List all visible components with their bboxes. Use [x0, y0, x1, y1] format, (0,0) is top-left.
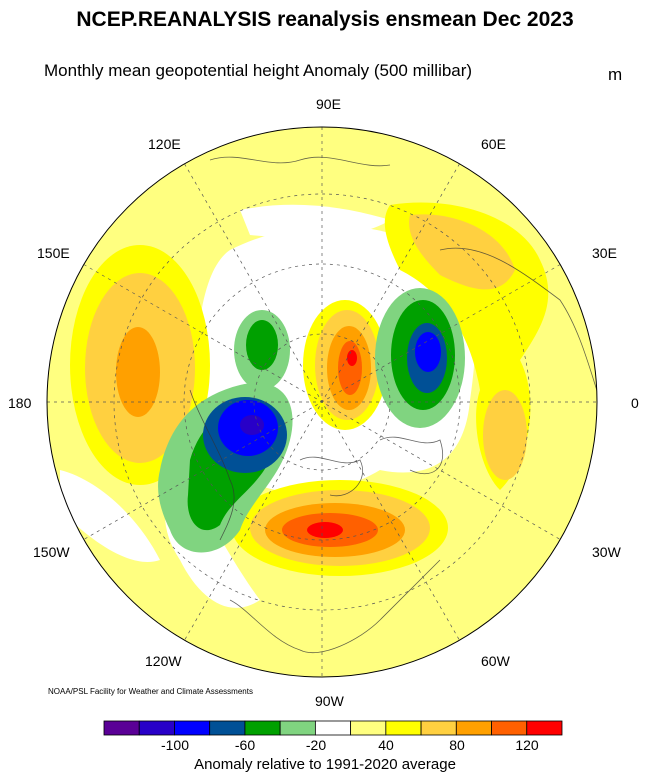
colorbar-tick: -100 [160, 737, 190, 753]
colorbar-cell [526, 720, 563, 736]
colorbar-cell [314, 720, 352, 736]
polar-map [46, 126, 598, 678]
lon-label-0: 0 [631, 395, 639, 411]
colorbar-tick: 40 [378, 737, 394, 753]
coastlines [189, 156, 597, 654]
lon-label-30w: 30W [592, 544, 621, 560]
lon-label-120e: 120E [148, 136, 181, 152]
credit-text: NOAA/PSL Facility for Weather and Climat… [48, 687, 253, 696]
lon-label-90e: 90E [316, 96, 341, 112]
colorbar-tick: -20 [305, 737, 327, 753]
colorbar [103, 720, 563, 736]
colorbar-cell [209, 720, 246, 736]
units-label: m [608, 65, 623, 84]
map-border [46, 126, 598, 678]
lon-label-150e: 150E [37, 245, 70, 261]
lon-label-90w: 90W [315, 693, 344, 709]
graticule [47, 127, 597, 677]
map-subtitle: Monthly mean geopotential height Anomaly… [44, 61, 473, 80]
lon-label-60w: 60W [481, 653, 510, 669]
colorbar-cell [174, 720, 211, 736]
colorbar-cell [420, 720, 457, 736]
colorbar-cell [244, 720, 281, 736]
colorbar-tick: 80 [449, 737, 465, 753]
lon-label-150w: 150W [33, 544, 70, 560]
colorbar-tick: -60 [234, 737, 256, 753]
colorbar-cell [491, 720, 528, 736]
colorbar-cell [103, 720, 140, 736]
colorbar-cell [350, 720, 387, 736]
anomaly-field [47, 127, 597, 677]
lon-label-60e: 60E [481, 136, 506, 152]
map-title: NCEP.REANALYSIS reanalysis ensmean Dec 2… [76, 8, 574, 31]
colorbar-cell [455, 720, 492, 736]
lon-label-30e: 30E [592, 245, 617, 261]
lon-label-120w: 120W [145, 653, 182, 669]
lon-label-180: 180 [8, 395, 32, 411]
colorbar-cell [138, 720, 175, 736]
colorbar-tick: 120 [515, 737, 539, 753]
colorbar-title: Anomaly relative to 1991-2020 average [194, 756, 456, 773]
colorbar-cell [385, 720, 422, 736]
colorbar-cell [279, 720, 316, 736]
